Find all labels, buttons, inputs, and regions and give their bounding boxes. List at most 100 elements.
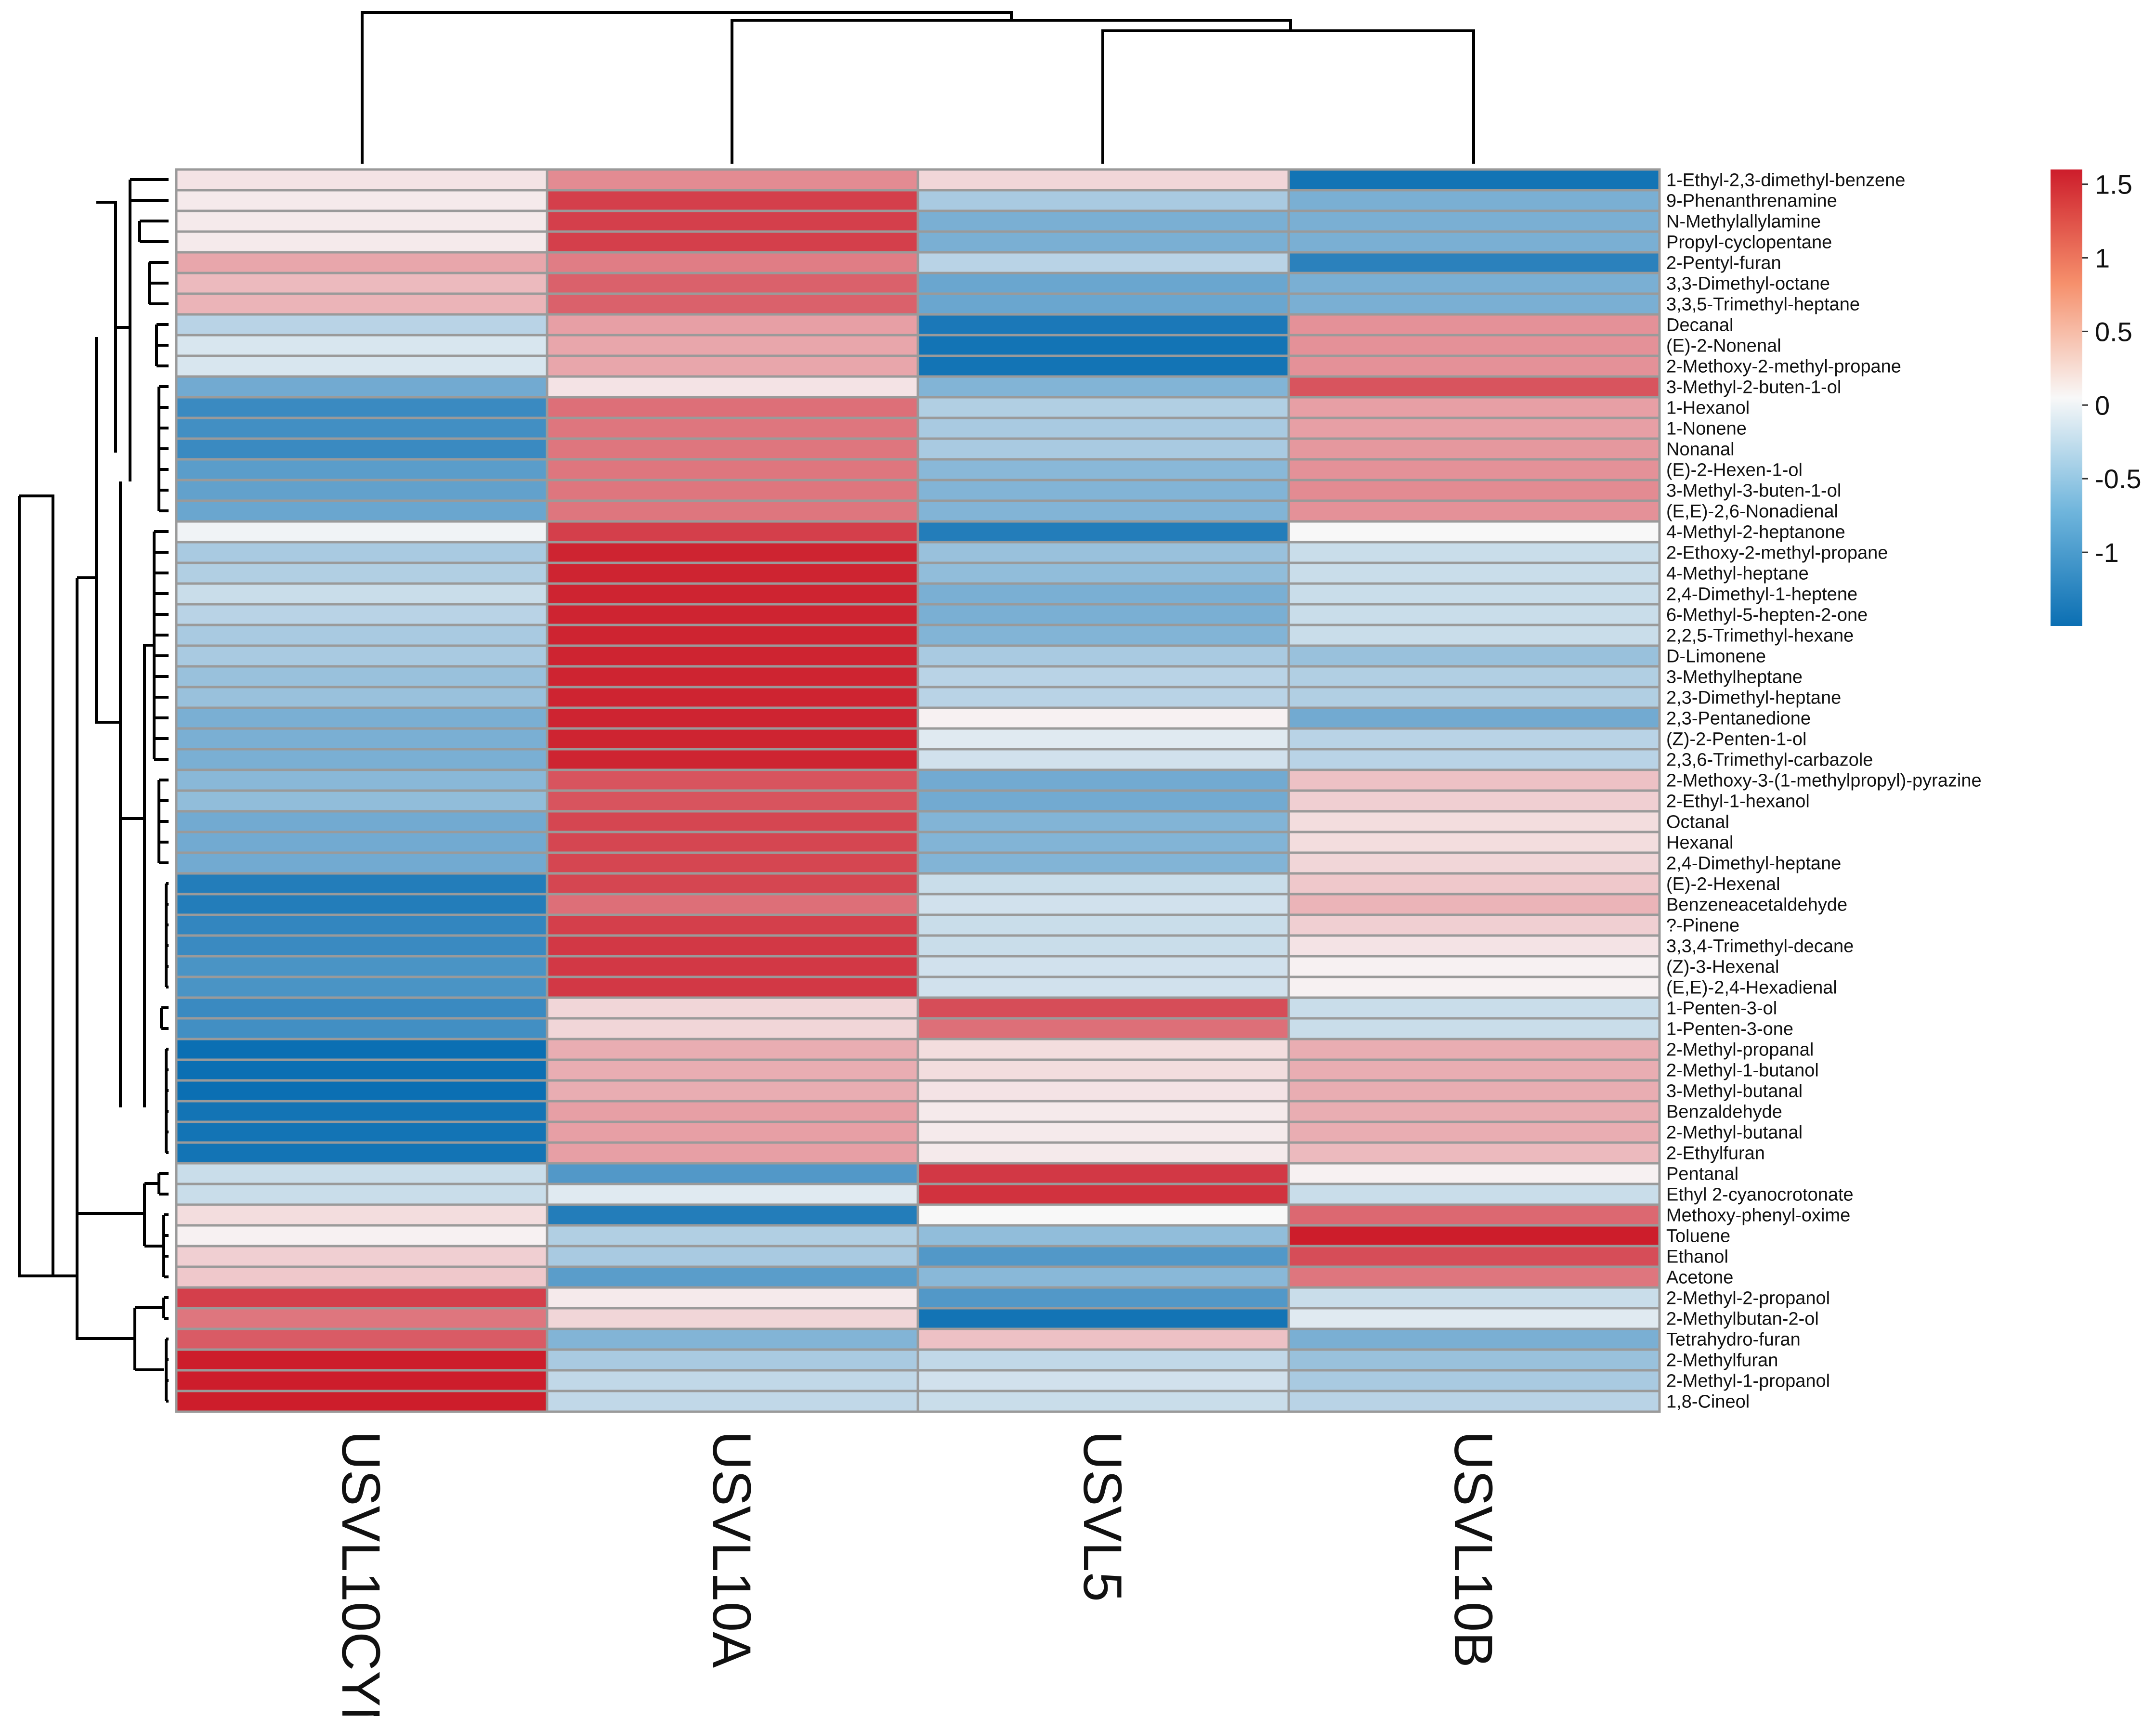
row-label: Acetone bbox=[1666, 1268, 1733, 1288]
heatmap-cell bbox=[546, 230, 919, 254]
heatmap-cell bbox=[175, 1307, 549, 1330]
heatmap-cell bbox=[1287, 831, 1661, 854]
heatmap-cell bbox=[916, 416, 1290, 440]
heatmap-cell bbox=[546, 1307, 919, 1330]
heatmap-cell bbox=[1287, 230, 1661, 254]
heatmap-cell bbox=[546, 416, 919, 440]
heatmap-cell bbox=[1287, 396, 1661, 419]
heatmap-cell bbox=[175, 209, 549, 233]
heatmap-cell bbox=[546, 1203, 919, 1227]
heatmap-cell bbox=[1287, 851, 1661, 875]
heatmap-cell bbox=[916, 975, 1290, 999]
heatmap-cell bbox=[916, 665, 1290, 689]
heatmap-cell bbox=[175, 292, 549, 316]
heatmap-cell bbox=[546, 396, 919, 419]
heatmap-cell bbox=[916, 209, 1290, 233]
heatmap-cell bbox=[175, 1348, 549, 1372]
heatmap-cell bbox=[175, 416, 549, 440]
heatmap-cell bbox=[1287, 955, 1661, 978]
heatmap-cell bbox=[916, 541, 1290, 564]
row-label: 3,3,5-Trimethyl-heptane bbox=[1666, 295, 1860, 315]
heatmap-cell bbox=[1287, 748, 1661, 771]
heatmap-cell bbox=[546, 831, 919, 854]
heatmap-cell bbox=[546, 1162, 919, 1185]
heatmap-cell bbox=[916, 1079, 1290, 1103]
heatmap-cell bbox=[175, 313, 549, 337]
heatmap-cell bbox=[1287, 1307, 1661, 1330]
heatmap-cell bbox=[1287, 1245, 1661, 1268]
heatmap-cell bbox=[546, 1141, 919, 1165]
heatmap-cell bbox=[916, 230, 1290, 254]
heatmap-cell bbox=[546, 1390, 919, 1413]
heatmap-cell bbox=[916, 375, 1290, 399]
heatmap-cell bbox=[1287, 541, 1661, 564]
heatmap-cell bbox=[1287, 272, 1661, 295]
row-label: Ethanol bbox=[1666, 1247, 1728, 1267]
heatmap-cell bbox=[1287, 624, 1661, 647]
row-label: 2-Methylbutan-2-ol bbox=[1666, 1309, 1819, 1329]
heatmap-cell bbox=[546, 313, 919, 337]
heatmap-cell bbox=[1287, 209, 1661, 233]
row-labels: 1-Ethyl-2,3-dimethyl-benzene9-Phenanthre… bbox=[1666, 170, 1982, 1412]
heatmap-cell bbox=[1287, 644, 1661, 668]
heatmap-cell bbox=[916, 624, 1290, 647]
heatmap-cell bbox=[1287, 458, 1661, 481]
heatmap-cell bbox=[1287, 1348, 1661, 1372]
heatmap-cell bbox=[546, 1058, 919, 1082]
heatmap-cell bbox=[175, 1162, 549, 1185]
heatmap-cell bbox=[175, 851, 549, 875]
heatmap-cell bbox=[916, 1100, 1290, 1123]
heatmap-cell bbox=[916, 893, 1290, 916]
heatmap-cell bbox=[916, 396, 1290, 419]
heatmap-cell bbox=[175, 1100, 549, 1123]
heatmap-cell bbox=[175, 168, 549, 192]
heatmap-cell bbox=[1287, 727, 1661, 751]
heatmap-cell bbox=[175, 230, 549, 254]
heatmap-cell bbox=[175, 996, 549, 1020]
row-label: 1-Ethyl-2,3-dimethyl-benzene bbox=[1666, 170, 1905, 191]
row-label: ?-Pinene bbox=[1666, 916, 1739, 936]
row-label: 2-Pentyl-furan bbox=[1666, 253, 1781, 273]
heatmap-cell bbox=[546, 996, 919, 1020]
heatmap-cell bbox=[1287, 292, 1661, 316]
heatmap-cell bbox=[175, 810, 549, 833]
row-label: (Z)-3-Hexenal bbox=[1666, 957, 1779, 977]
heatmap-cell bbox=[916, 1327, 1290, 1351]
heatmap-cell bbox=[546, 189, 919, 212]
legend-tick-label: 1.5 bbox=[2095, 169, 2132, 200]
heatmap-cell bbox=[546, 251, 919, 274]
heatmap-cell bbox=[546, 499, 919, 523]
heatmap-cell bbox=[546, 1120, 919, 1144]
heatmap-cell bbox=[1287, 313, 1661, 337]
heatmap-cell bbox=[546, 375, 919, 399]
heatmap-cell bbox=[1287, 1183, 1661, 1206]
heatmap-cell bbox=[1287, 789, 1661, 813]
legend-colorbar bbox=[2051, 169, 2082, 626]
heatmap-cell bbox=[175, 375, 549, 399]
heatmap-cell bbox=[175, 561, 549, 585]
heatmap-cell bbox=[916, 251, 1290, 274]
heatmap-cell bbox=[916, 603, 1290, 626]
heatmap-cell bbox=[175, 437, 549, 461]
heatmap-cell bbox=[546, 789, 919, 813]
heatmap-cell bbox=[175, 1245, 549, 1268]
row-label: (Z)-2-Penten-1-ol bbox=[1666, 729, 1806, 750]
heatmap-cell bbox=[1287, 665, 1661, 689]
heatmap-cell bbox=[546, 272, 919, 295]
heatmap-cell bbox=[175, 975, 549, 999]
heatmap-cell bbox=[1287, 872, 1661, 896]
row-label: 1-Penten-3-one bbox=[1666, 1019, 1793, 1040]
heatmap-cell bbox=[916, 1203, 1290, 1227]
heatmap-cell bbox=[175, 1369, 549, 1392]
heatmap-cell bbox=[1287, 1141, 1661, 1165]
heatmap-cell bbox=[916, 1286, 1290, 1310]
row-label: 2-Ethoxy-2-methyl-propane bbox=[1666, 543, 1888, 563]
heatmap-cell bbox=[916, 354, 1290, 378]
heatmap-cell bbox=[175, 893, 549, 916]
column-label: USVL10A bbox=[702, 1431, 762, 1668]
heatmap-cell bbox=[175, 1183, 549, 1206]
heatmap-cell bbox=[1287, 168, 1661, 192]
heatmap-cell bbox=[1287, 913, 1661, 937]
heatmap-cell bbox=[546, 168, 919, 192]
heatmap-cell bbox=[175, 1224, 549, 1248]
